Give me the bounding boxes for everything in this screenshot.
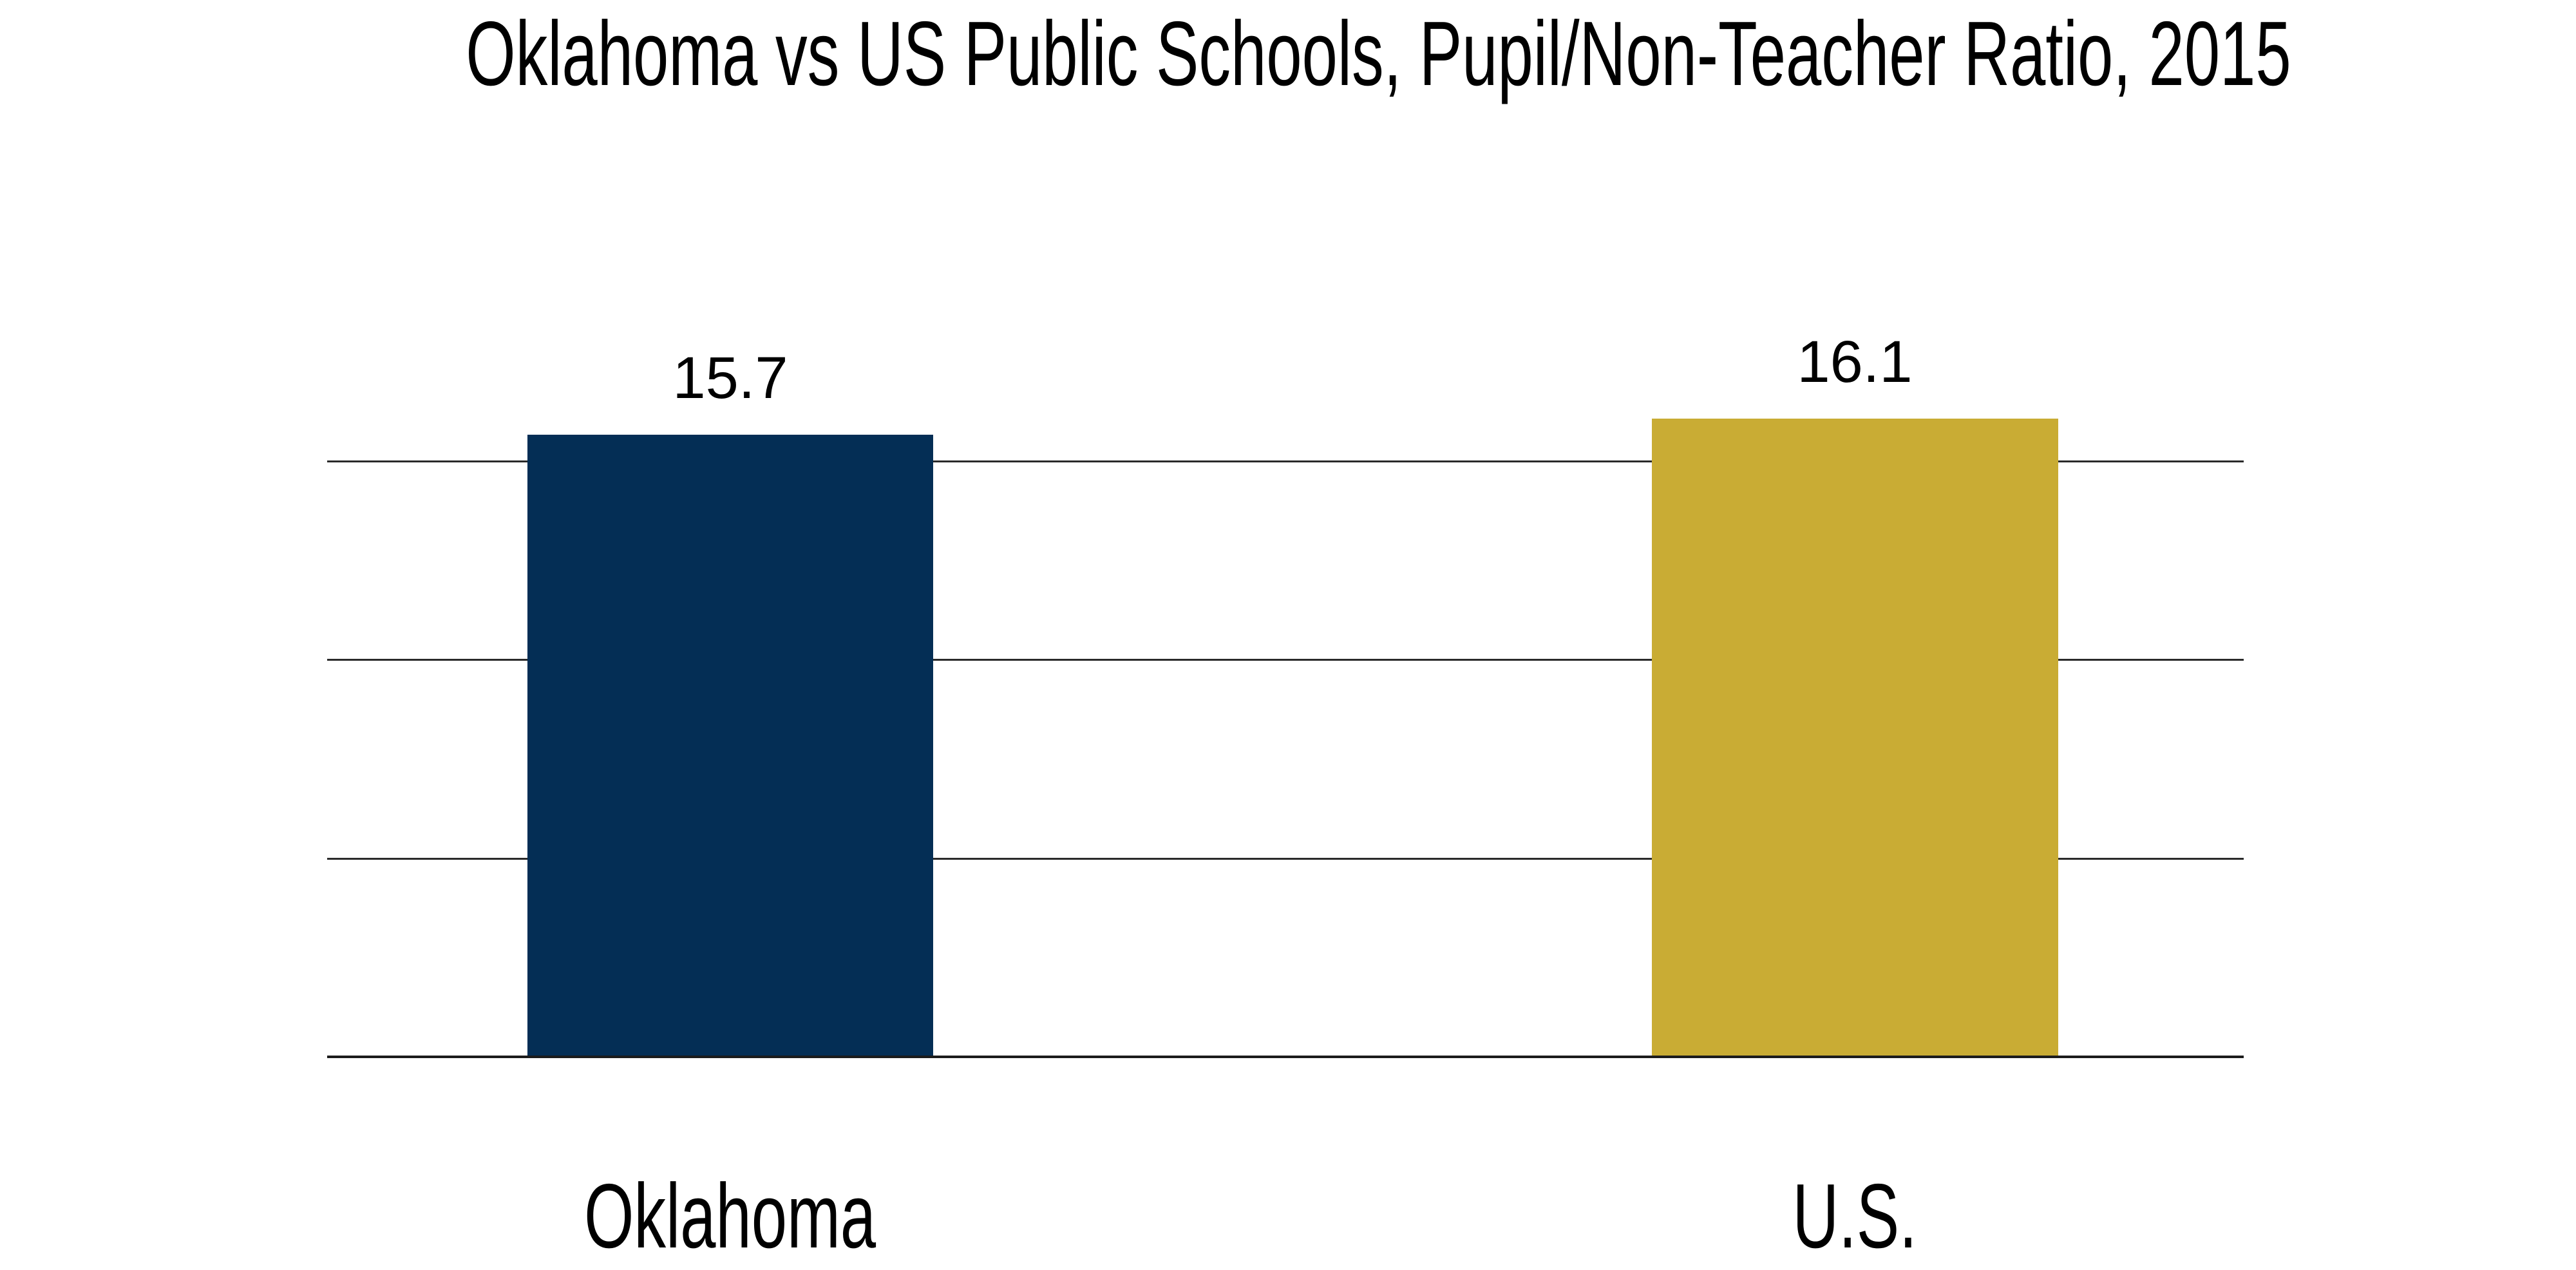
bar-oklahoma <box>527 435 933 1058</box>
value-label-u-s: 16.1 <box>1797 329 1913 395</box>
value-label-oklahoma: 15.7 <box>672 345 788 411</box>
plot-area: 15.7 16.1 <box>327 0 2244 1058</box>
category-label-u-s: U.S. <box>1565 1171 2145 1262</box>
chart-title: Oklahoma vs US Public Schools, Pupil/Non… <box>0 3 2576 105</box>
category-label-text-u-s: U.S. <box>1792 1165 1917 1267</box>
chart-title-text: Oklahoma vs US Public Schools, Pupil/Non… <box>466 3 2291 105</box>
gridline-5 <box>327 858 2244 860</box>
gridline-10 <box>327 659 2244 661</box>
x-axis-line <box>327 1056 2244 1058</box>
category-label-text-oklahoma: Oklahoma <box>584 1165 876 1267</box>
gridline-15 <box>327 460 2244 462</box>
x-axis-labels: Oklahoma U.S. <box>327 1171 2244 1270</box>
bar-u-s <box>1652 419 2058 1058</box>
category-label-oklahoma: Oklahoma <box>440 1171 1020 1262</box>
